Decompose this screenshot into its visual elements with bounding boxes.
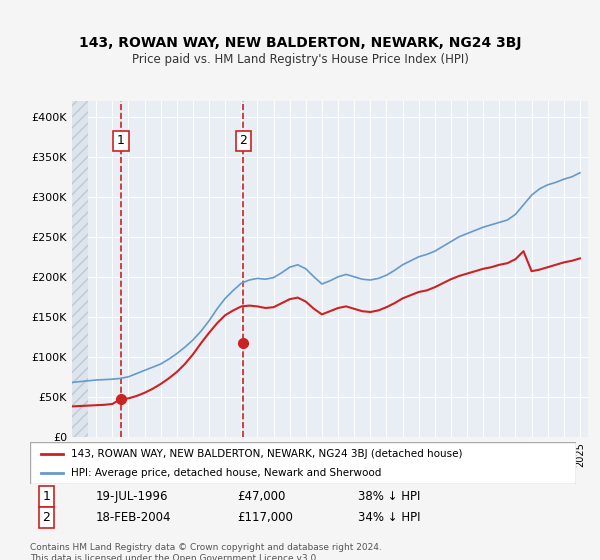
Text: Price paid vs. HM Land Registry's House Price Index (HPI): Price paid vs. HM Land Registry's House …	[131, 53, 469, 66]
Text: 2: 2	[239, 134, 247, 147]
Text: 18-FEB-2004: 18-FEB-2004	[95, 511, 171, 524]
Text: £117,000: £117,000	[238, 511, 293, 524]
Text: 143, ROWAN WAY, NEW BALDERTON, NEWARK, NG24 3BJ: 143, ROWAN WAY, NEW BALDERTON, NEWARK, N…	[79, 36, 521, 50]
FancyBboxPatch shape	[30, 442, 576, 484]
Text: 19-JUL-1996: 19-JUL-1996	[95, 490, 168, 503]
Text: 143, ROWAN WAY, NEW BALDERTON, NEWARK, NG24 3BJ (detached house): 143, ROWAN WAY, NEW BALDERTON, NEWARK, N…	[71, 449, 463, 459]
Text: Contains HM Land Registry data © Crown copyright and database right 2024.
This d: Contains HM Land Registry data © Crown c…	[30, 543, 382, 560]
Bar	[72, 101, 88, 437]
Text: 1: 1	[117, 134, 125, 147]
Text: 1: 1	[43, 490, 50, 503]
Text: £47,000: £47,000	[238, 490, 286, 503]
Text: 2: 2	[43, 511, 50, 524]
Text: 38% ↓ HPI: 38% ↓ HPI	[358, 490, 420, 503]
Text: 34% ↓ HPI: 34% ↓ HPI	[358, 511, 420, 524]
Text: HPI: Average price, detached house, Newark and Sherwood: HPI: Average price, detached house, Newa…	[71, 468, 382, 478]
